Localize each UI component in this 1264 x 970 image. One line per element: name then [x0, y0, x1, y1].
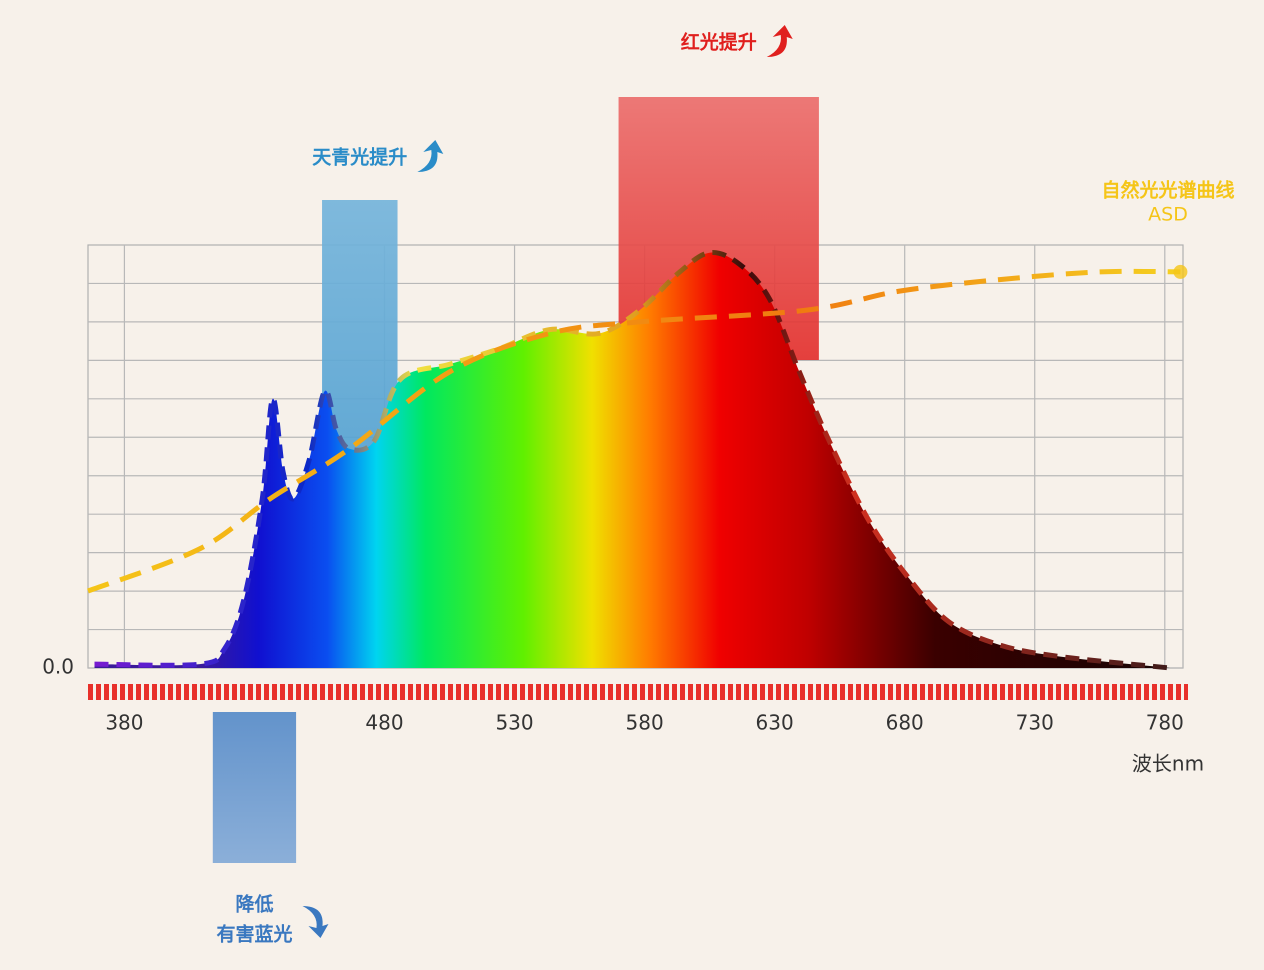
x-tick-label: 580 [626, 711, 664, 735]
y-tick-label: 0.0 [42, 655, 74, 679]
x-tick-label: 630 [756, 711, 794, 735]
legend-label: 自然光光谱曲线 [1101, 179, 1234, 202]
x-tick-label: 530 [495, 711, 533, 735]
highlight-label: 降低 [235, 893, 273, 916]
ruler [86, 684, 1188, 700]
highlight-fade [212, 712, 297, 863]
x-tick-label: 680 [886, 711, 924, 735]
asd-line [87, 268, 1181, 594]
legend-label: ASD [1148, 204, 1188, 226]
x-tick-label: 380 [105, 711, 143, 735]
x-tick-label: 780 [1146, 711, 1184, 735]
highlight-arrow [766, 25, 793, 57]
asd-end-point [1173, 264, 1188, 279]
highlight-label: 红光提升 [681, 31, 757, 54]
spectrum-outline [94, 250, 1171, 671]
x-axis-label: 波长nm [1132, 752, 1204, 776]
highlight-label: 有害蓝光 [216, 923, 292, 946]
x-tick-label: 730 [1016, 711, 1054, 735]
highlight-arrow [417, 140, 444, 172]
highlight-arrow [302, 906, 329, 938]
spectrum-area [94, 252, 1170, 668]
highlight-label: 天青光提升 [312, 146, 407, 169]
x-tick-label: 480 [365, 711, 403, 735]
